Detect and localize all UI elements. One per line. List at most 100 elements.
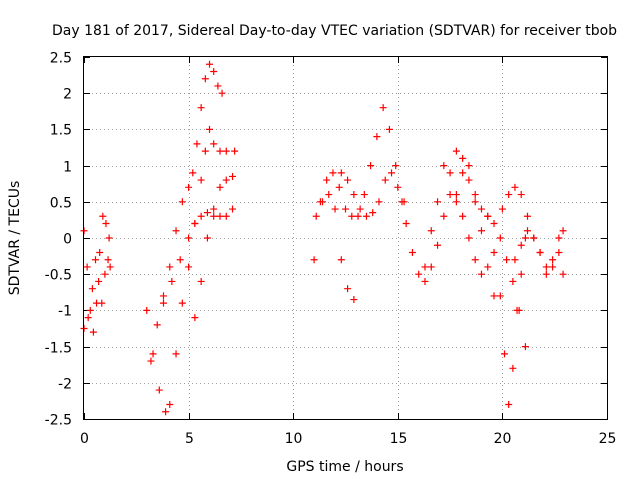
series-tbob-track-6 <box>191 172 237 322</box>
data-point <box>542 263 550 271</box>
data-point <box>465 162 473 170</box>
data-point <box>159 292 167 300</box>
y-tick-label: 2.5 <box>50 51 72 67</box>
data-point <box>505 191 513 199</box>
data-point <box>400 198 408 206</box>
data-point <box>201 75 209 83</box>
data-point <box>218 89 226 97</box>
data-point <box>490 220 498 228</box>
data-point <box>415 270 423 278</box>
data-point <box>559 227 567 235</box>
data-point <box>459 212 467 220</box>
data-point <box>178 299 186 307</box>
data-point <box>210 212 218 220</box>
data-point <box>500 350 508 358</box>
data-point <box>498 205 506 213</box>
data-point <box>189 169 197 177</box>
data-point <box>555 234 563 242</box>
data-point <box>185 234 193 242</box>
data-point <box>459 169 467 177</box>
series-tbob-track-13 <box>484 212 529 409</box>
data-point <box>350 191 358 199</box>
data-point <box>511 256 519 264</box>
data-point <box>185 183 193 191</box>
data-point <box>206 125 214 133</box>
data-point <box>216 147 224 155</box>
y-tick-label: -2.5 <box>45 413 72 429</box>
data-point <box>318 198 326 206</box>
x-tick-label: 15 <box>390 431 408 447</box>
data-point <box>191 314 199 322</box>
data-point <box>104 256 112 264</box>
data-point <box>331 205 339 213</box>
data-point <box>210 140 218 148</box>
data-point <box>203 209 211 217</box>
x-axis-label: GPS time / hours <box>286 459 403 475</box>
data-point <box>427 263 435 271</box>
data-point <box>350 296 358 304</box>
data-point <box>216 183 224 191</box>
data-point <box>555 248 563 256</box>
data-point <box>427 227 435 235</box>
data-point <box>149 350 157 358</box>
data-point <box>440 212 448 220</box>
data-point <box>172 227 180 235</box>
data-point <box>197 104 205 112</box>
plot-frame <box>83 56 608 420</box>
data-point <box>162 408 170 416</box>
data-point <box>166 263 174 271</box>
data-point <box>88 285 96 293</box>
data-point <box>83 263 91 271</box>
data-point <box>185 263 193 271</box>
data-point <box>367 162 375 170</box>
data-point <box>511 183 519 191</box>
y-axis-label: SDTVAR / TECUs <box>7 181 23 296</box>
data-point <box>421 263 429 271</box>
data-point <box>452 191 460 199</box>
data-point <box>176 256 184 264</box>
y-tick-label: 2 <box>63 87 72 103</box>
data-point <box>434 198 442 206</box>
series-tbob-track-9 <box>337 169 408 220</box>
data-point <box>102 220 110 228</box>
data-point <box>477 205 485 213</box>
data-point <box>509 277 517 285</box>
x-tick-label: 10 <box>285 431 303 447</box>
data-point <box>335 183 343 191</box>
data-point <box>369 209 377 217</box>
data-point <box>203 234 211 242</box>
data-point <box>379 104 387 112</box>
data-point <box>381 176 389 184</box>
data-point <box>477 270 485 278</box>
data-point <box>490 248 498 256</box>
data-point <box>513 306 521 314</box>
data-point <box>375 198 383 206</box>
data-point <box>201 147 209 155</box>
data-point <box>197 176 205 184</box>
data-point <box>517 241 525 249</box>
data-point <box>229 172 237 180</box>
data-point <box>229 205 237 213</box>
data-point <box>147 357 155 365</box>
x-tick-label: 0 <box>80 431 89 447</box>
series-tbob-track-4 <box>147 60 226 365</box>
data-point <box>206 60 214 68</box>
y-tick-label: 1.5 <box>50 123 72 139</box>
y-tick-labels: -2.5 -2 -1.5 -1 -0.5 0 0.5 1 1.5 2 2.5 <box>45 51 72 429</box>
data-point <box>434 241 442 249</box>
data-point <box>101 270 109 278</box>
data-point <box>362 212 370 220</box>
series-tbob-track-15 <box>511 227 567 278</box>
data-point <box>373 133 381 141</box>
data-point <box>459 154 467 162</box>
data-point <box>402 220 410 228</box>
data-point <box>421 277 429 285</box>
data-point <box>524 227 532 235</box>
data-point <box>312 212 320 220</box>
data-point <box>84 314 92 322</box>
data-point <box>323 176 331 184</box>
data-point <box>484 212 492 220</box>
series-tbob-track-12 <box>452 147 529 351</box>
data-point <box>342 205 349 213</box>
data-point <box>344 285 352 293</box>
